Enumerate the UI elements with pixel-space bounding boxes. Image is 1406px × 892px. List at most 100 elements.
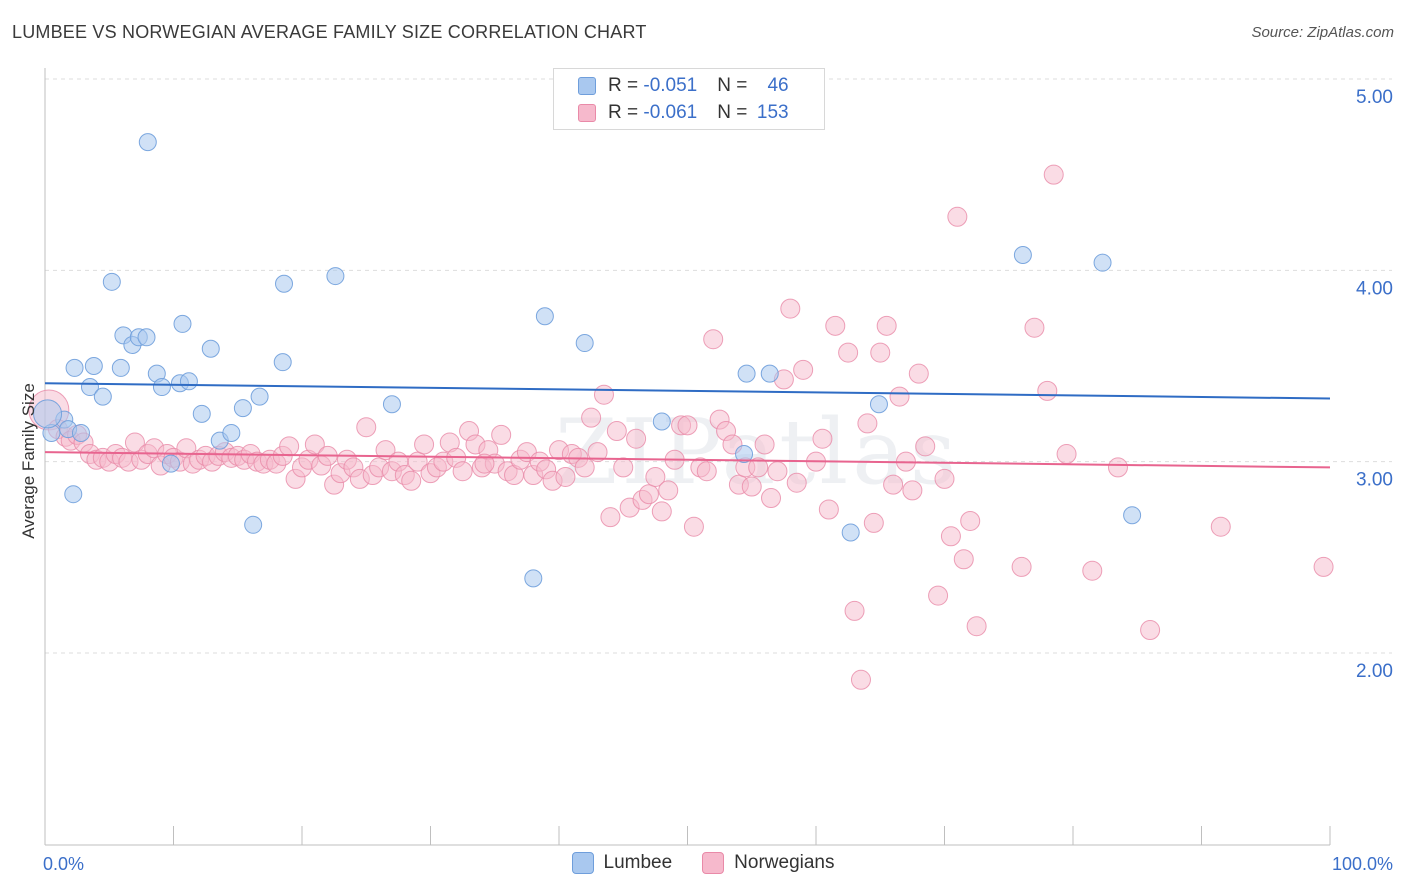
lumbee-point: [84, 357, 103, 375]
lumbee-point: [173, 314, 192, 333]
lumbee-point: [222, 423, 241, 442]
norwegians-point: [1011, 556, 1032, 577]
norwegians-point: [474, 453, 495, 474]
legend-n-value: 46: [767, 75, 789, 96]
y-tick-label: 2.00: [1356, 661, 1393, 682]
norwegians-point: [414, 434, 435, 455]
legend-row-norwegians: R = -0.061 N = 153: [578, 101, 789, 125]
lumbee-point: [273, 353, 292, 372]
lumbee-point: [869, 395, 888, 414]
lumbee-point: [760, 364, 779, 383]
lumbee-point: [735, 445, 754, 464]
lumbee-point: [64, 485, 83, 504]
norwegians-point: [1043, 164, 1064, 185]
norwegians-points: [28, 164, 1334, 690]
norwegians-point: [741, 476, 762, 497]
lumbee-point: [1093, 253, 1112, 272]
norwegians-point: [947, 206, 968, 227]
norwegians-point: [1107, 457, 1128, 478]
lumbee-point: [575, 334, 594, 353]
norwegians-point: [915, 436, 936, 457]
norwegians-point: [838, 342, 859, 363]
legend-n-value: 153: [756, 102, 789, 123]
lumbee-point: [737, 364, 756, 383]
lumbee-point: [102, 272, 121, 291]
norwegians-point: [844, 600, 865, 621]
norwegians-swatch: [578, 104, 596, 122]
lumbee-point: [524, 569, 543, 588]
norwegians-point: [1082, 560, 1103, 581]
norwegians-point: [850, 669, 871, 690]
legend-r-label: R =: [608, 102, 644, 123]
lumbee-point: [137, 328, 156, 347]
lumbee-swatch: [571, 852, 594, 874]
lumbee-point: [161, 454, 180, 473]
norwegians-point: [908, 363, 929, 384]
norwegians-swatch: [702, 852, 725, 874]
lumbee-swatch: [578, 77, 596, 95]
tick-labels: 2.00 3.00 4.00 5.00 0.0% 100.0% Average Family…: [19, 87, 1393, 874]
x-tick-label: 100.0%: [1332, 854, 1393, 874]
norwegians-point: [574, 457, 595, 478]
norwegians-point: [825, 315, 846, 336]
norwegians-point: [696, 461, 717, 482]
norwegians-point: [940, 526, 961, 547]
lumbee-point: [233, 399, 252, 418]
norwegians-point: [786, 472, 807, 493]
norwegians-point: [555, 466, 576, 487]
norwegians-point: [748, 457, 769, 478]
lumbee-point: [152, 378, 171, 397]
lumbee-point: [841, 523, 860, 542]
norwegians-point: [1210, 516, 1231, 537]
norwegians-point: [703, 329, 724, 350]
norwegians-point: [761, 488, 782, 509]
lumbee-point: [1123, 506, 1142, 525]
lumbee-point: [382, 395, 401, 414]
norwegians-point: [593, 384, 614, 405]
y-tick-label: 3.00: [1356, 470, 1393, 491]
legend-label-norwegians: Norwegians: [734, 852, 835, 873]
gridlines: [45, 78, 1392, 654]
legend-n-label: N =: [717, 75, 753, 96]
lumbee-trend-line: [44, 382, 1331, 400]
y-tick-label: 5.00: [1356, 87, 1393, 108]
norwegians-point: [793, 359, 814, 380]
norwegians-trend-line: [44, 451, 1331, 469]
y-axis-label: Average Family Size: [19, 383, 38, 539]
legend-r-label: R =: [608, 75, 644, 96]
lumbee-point: [138, 133, 157, 152]
norwegians-point: [626, 428, 647, 449]
lumbee-point: [326, 267, 345, 286]
norwegians-point: [876, 315, 897, 336]
stats-legend: R = -0.051 N = 46 R = -0.061 N = 153: [553, 68, 825, 130]
norwegians-point: [1140, 620, 1161, 641]
legend-row-lumbee: R = -0.051 N = 46: [578, 74, 789, 98]
norwegians-point: [966, 616, 987, 637]
lumbee-point: [275, 274, 294, 293]
axes: [44, 68, 1331, 846]
norwegians-point: [606, 421, 627, 442]
y-tick-label: 4.00: [1356, 278, 1393, 299]
lumbee-point: [201, 339, 220, 358]
norwegians-point: [870, 342, 891, 363]
norwegians-point: [767, 461, 788, 482]
norwegians-point: [356, 417, 377, 438]
lumbee-points: [33, 133, 1142, 588]
norwegians-point: [452, 461, 473, 482]
chart-title: LUMBEE VS NORWEGIAN AVERAGE FAMILY SIZE …: [12, 22, 647, 42]
norwegians-point: [883, 474, 904, 495]
norwegians-point: [1024, 317, 1045, 338]
norwegians-point: [1037, 380, 1058, 401]
lumbee-point: [652, 412, 671, 431]
norwegians-point: [613, 457, 634, 478]
legend-item-norwegians: Norwegians: [702, 852, 835, 874]
legend-n-label: N =: [717, 102, 753, 123]
lumbee-point: [65, 358, 84, 377]
norwegians-point: [658, 480, 679, 501]
norwegians-point: [960, 510, 981, 531]
legend-r-value: -0.061: [643, 102, 698, 123]
norwegians-point: [1313, 556, 1334, 577]
norwegians-point: [1056, 444, 1077, 465]
lumbee-point: [71, 423, 90, 442]
